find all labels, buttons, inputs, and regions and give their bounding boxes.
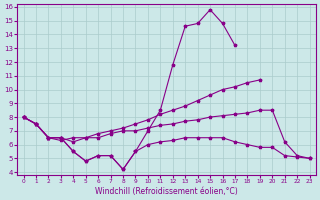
X-axis label: Windchill (Refroidissement éolien,°C): Windchill (Refroidissement éolien,°C) bbox=[95, 187, 238, 196]
